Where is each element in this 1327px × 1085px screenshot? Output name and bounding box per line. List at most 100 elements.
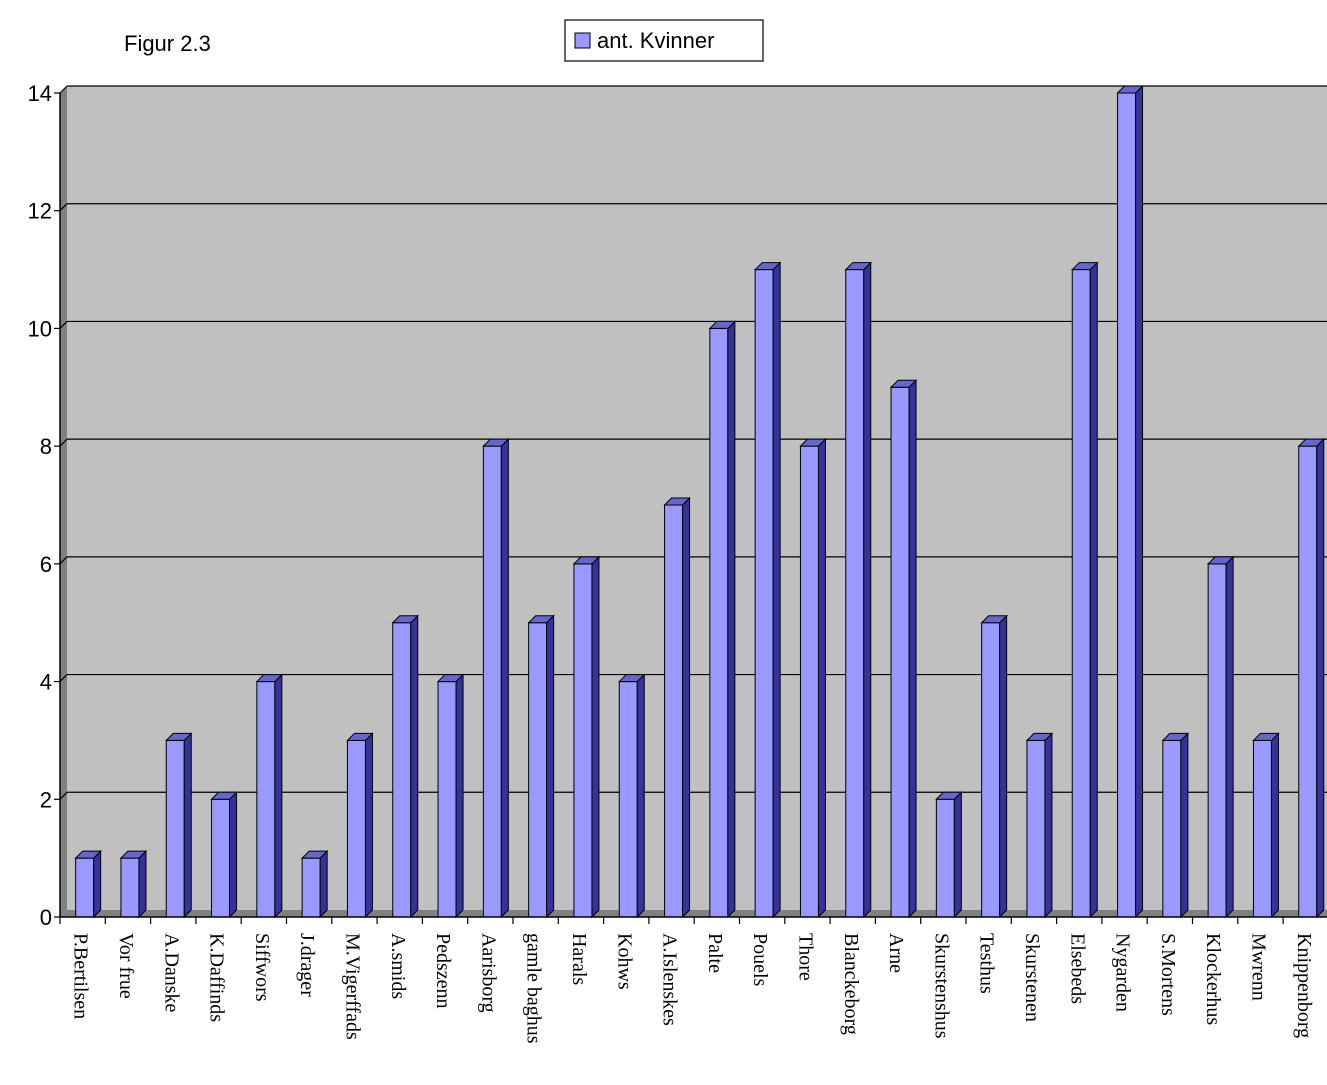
bar-side [455,673,464,919]
y-tick-label: 0 [40,905,52,930]
bar [119,849,148,919]
gridline-diagonal [59,203,68,212]
bar-side [591,555,600,919]
bar-front [754,269,774,918]
y-tick-label: 10 [28,316,52,341]
x-tick-label: Arne [885,933,907,973]
gridline-diagonal [59,674,68,682]
bar [300,849,329,919]
bar-top [300,850,329,859]
bar [1161,732,1190,919]
bar-front [120,857,140,918]
y-tick-label: 6 [40,552,52,577]
bar [391,614,419,919]
x-tick-label: Skurstenen [1021,933,1043,1022]
bar-front [799,445,819,918]
bar-side [319,849,328,919]
x-tick-label: Palte [704,933,726,973]
bar-side [274,673,283,919]
x-tick-label: Siffwors [251,933,273,1002]
bar-top [935,791,963,800]
gridline-diagonal [59,438,68,447]
bar-side [1135,84,1144,919]
bar-side [1270,732,1279,919]
bar-side [863,261,872,919]
x-axis-ticks: P.Bertilsen Vor frue A.Danske K.Daffinds Sif… [59,917,1315,1044]
x-tick-label: Pedszenn [432,933,454,1009]
bar-top [255,674,284,683]
bar-front [1117,92,1137,918]
x-tick-label: Elsebeds [1066,933,1088,1004]
bar-top [74,850,102,859]
bar-front [75,857,95,918]
x-tick-label: Nygarden [1112,933,1134,1012]
legend-swatch [574,32,591,49]
bar-top [1071,262,1099,271]
gridline-diagonal [59,321,68,329]
bar-side [183,732,192,919]
bar-top [980,615,1008,624]
bar-side [229,791,238,919]
bar [935,791,963,919]
figure-label: Figur 2.3 [124,31,211,56]
bar-top [346,732,374,741]
bar [346,732,374,919]
bar-front [165,739,185,918]
bar-front [482,445,502,918]
bar-side [1316,437,1325,919]
bar [436,673,465,919]
gridline-diagonal [59,85,68,94]
bars [74,84,1325,919]
bar-front [1207,563,1227,918]
bar [1025,732,1054,919]
x-tick-label: Klockerhus [1202,933,1224,1025]
bar-top [799,438,827,447]
bar-front [1252,739,1272,918]
x-tick-label: P.Bertilsen [70,933,92,1019]
bar-front [301,857,321,918]
y-tick-label: 8 [40,434,52,459]
x-tick-label: Testhus [976,933,998,994]
bar-top [753,262,782,271]
bar-front [664,504,684,918]
bar-side [410,614,419,919]
bar [1206,555,1235,919]
axes [59,93,1327,918]
bar-front [256,681,276,918]
bar-top [436,674,465,683]
bar-side [636,673,645,919]
bar-front [709,327,729,918]
x-tick-label: Skurstenshus [930,933,952,1039]
bar [618,673,646,919]
bar [482,437,510,919]
plot-side-wall [60,86,67,917]
x-tick-label: Mwrenn [1247,933,1269,1001]
bar-top [663,497,691,506]
bar [844,261,872,919]
bar-side [500,437,509,919]
bar-front [1071,269,1091,918]
x-tick-label: K.Daffinds [206,933,228,1022]
bar-side [364,732,373,919]
bar-top [1206,556,1235,565]
bar-side [772,261,781,919]
bar-top [210,791,238,800]
y-tick-label: 2 [40,787,52,812]
bar-front [1298,445,1318,918]
x-tick-label: A.smids [387,933,409,999]
bar [980,614,1008,919]
bar-side [1089,261,1098,919]
x-tick-label: gamle baghus [523,933,545,1044]
bar [1071,261,1099,919]
bar [74,849,102,919]
bar-side [93,849,102,919]
x-tick-label: Pouels [749,933,771,987]
bar-top [1252,732,1280,741]
bar-front [211,798,231,918]
x-tick-label: Blanckeborg [840,933,862,1035]
x-tick-label: Harals [568,933,590,985]
gridline-diagonal [59,556,68,565]
bar [572,555,601,919]
x-tick-label: Thore [794,933,816,981]
